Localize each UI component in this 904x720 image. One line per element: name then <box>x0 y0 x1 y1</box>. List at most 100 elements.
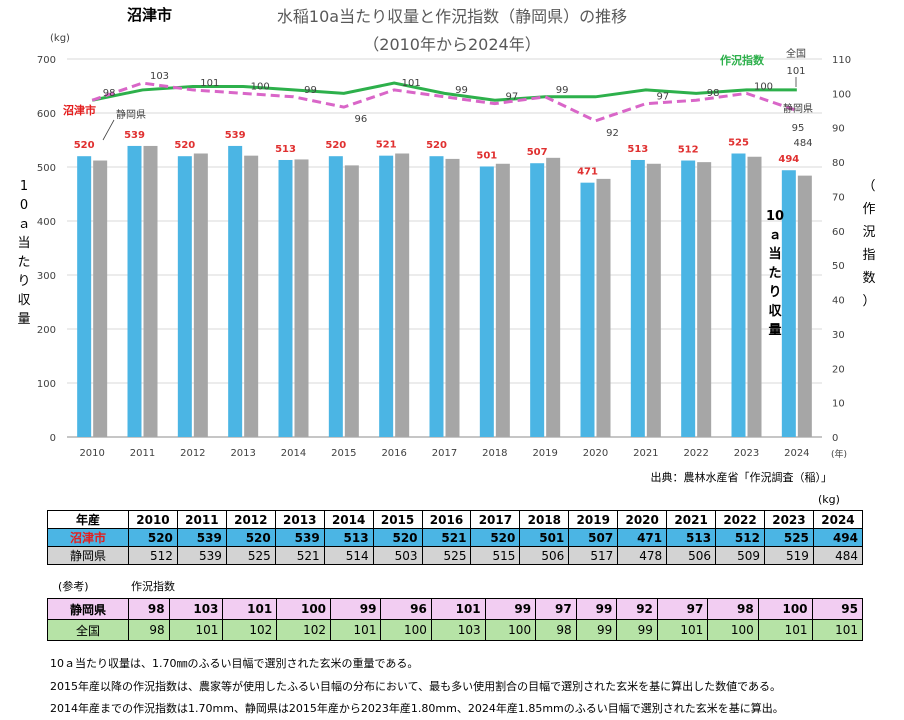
cell-idx-shizuoka-2019: 99 <box>575 598 618 620</box>
right-tick-100: 100 <box>832 89 851 100</box>
bar-label-numazu-2013: 539 <box>225 130 246 141</box>
inside-yield-label-char-1: ａ <box>768 228 781 243</box>
x-tick-2017: 2017 <box>432 448 457 459</box>
reference-label: (参考) <box>58 580 89 593</box>
bar-shizuoka-2012 <box>193 153 208 437</box>
left-tick-700: 700 <box>37 55 56 66</box>
line-national <box>91 81 797 102</box>
bar-label-numazu-2011: 539 <box>124 130 145 141</box>
chart-title: 水稲10a当たり収量と作況指数（静岡県）の推移 <box>277 7 627 26</box>
right-tick-30: 30 <box>832 330 845 341</box>
row-label-idx-national: 全国 <box>47 619 129 641</box>
x-tick-2010: 2010 <box>79 448 104 459</box>
cell-idx-national-2011: 101 <box>168 619 224 641</box>
x-tick-2014: 2014 <box>281 448 306 459</box>
bar-shizuoka-2020 <box>596 178 611 437</box>
bar-numazu-2014 <box>278 159 293 438</box>
cell-idx-shizuoka-2015: 96 <box>380 598 432 620</box>
bar-numazu-2020 <box>580 182 595 437</box>
bar-numazu-2021 <box>630 159 645 438</box>
cell-shizuoka-2011: 539 <box>176 546 227 565</box>
year-header-2018: 2018 <box>519 510 570 529</box>
note-3: 2014年産までの作況指数は1.70mm、静岡県は2015年産から2023年産1… <box>50 702 784 715</box>
inside-yield-label-char-3: た <box>768 266 781 281</box>
bar-shizuoka-2015 <box>344 165 359 437</box>
left-axis-label-char-7: 量 <box>17 312 30 327</box>
cell-idx-shizuoka-2014: 99 <box>330 598 382 620</box>
right-tick-10: 10 <box>832 399 845 410</box>
cell-numazu-2024: 494 <box>812 528 864 547</box>
right-tick-0: 0 <box>832 433 838 444</box>
inside-yield-label-char-5: 収 <box>768 304 782 319</box>
cell-shizuoka-2016: 525 <box>421 546 472 565</box>
x-tick-2013: 2013 <box>230 448 255 459</box>
line-shizuoka-index <box>91 81 798 123</box>
left-axis-label-char-4: た <box>17 255 30 270</box>
bar-label-numazu-2016: 521 <box>376 140 397 151</box>
index-label-2015: 96 <box>354 114 367 125</box>
legend-national-value: 101 <box>786 66 805 77</box>
bar-label-numazu-2012: 520 <box>174 140 195 151</box>
bar-label-numazu-2021: 513 <box>627 144 648 155</box>
year-header-2024: 2024 <box>812 510 864 529</box>
cell-numazu-2016: 521 <box>421 528 472 547</box>
left-unit: (kg) <box>50 33 70 44</box>
bar-shizuoka-2022 <box>697 162 712 437</box>
left-axis-label-char-2: ａ <box>17 217 30 232</box>
legend-shizuoka-leader <box>102 119 115 141</box>
cell-idx-shizuoka-2024: 95 <box>811 598 864 620</box>
cell-idx-national-2012: 102 <box>222 619 278 641</box>
x-tick-2015: 2015 <box>331 448 356 459</box>
x-tick-2021: 2021 <box>633 448 658 459</box>
bar-numazu-2012 <box>177 156 192 437</box>
table-row-shizuoka: 静岡県 512 539 525 521 514 503 525 515 506 517 478 506… <box>47 546 864 565</box>
right-axis-label-char-3: 指 <box>862 248 875 263</box>
cell-numazu-2014: 513 <box>323 528 374 547</box>
bar-shizuoka-2024 <box>797 175 812 437</box>
year-header-2014: 2014 <box>323 510 374 529</box>
cell-idx-national-2019: 99 <box>575 619 618 641</box>
bar-label-numazu-2019: 507 <box>527 147 548 158</box>
cell-numazu-2015: 520 <box>372 528 423 547</box>
x-tick-2018: 2018 <box>482 448 507 459</box>
cell-idx-shizuoka-2020: 92 <box>616 598 658 620</box>
bar-numazu-2011 <box>127 145 142 437</box>
index-row-shizuoka: 静岡県 98 103 101 100 99 96 101 99 97 99 92 97 98 100 95 <box>47 598 864 620</box>
cell-idx-shizuoka-2013: 100 <box>276 598 332 620</box>
bar-label-numazu-2017: 520 <box>426 140 447 151</box>
index-label-2017: 99 <box>455 85 468 96</box>
left-tick-600: 600 <box>37 109 56 120</box>
cell-shizuoka-2019: 517 <box>568 546 619 565</box>
bar-numazu-2023 <box>731 153 746 437</box>
cell-idx-shizuoka-2017: 99 <box>484 598 537 620</box>
left-axis-label: 1 0 ａ当たり収量 <box>17 179 30 327</box>
year-header-2023: 2023 <box>763 510 814 529</box>
bar-label-numazu-2020: 471 <box>577 167 598 178</box>
year-header-2015: 2015 <box>372 510 423 529</box>
bar-numazu-2016 <box>379 155 394 437</box>
table-unit: (kg) <box>818 493 840 506</box>
bars <box>77 145 812 438</box>
cell-numazu-2020: 471 <box>617 528 668 547</box>
bar-shizuoka-2010 <box>93 160 108 437</box>
inside-yield-label-char-6: 量 <box>768 323 781 338</box>
bar-numazu-2010 <box>77 156 92 437</box>
left-axis-label-char-3: 当 <box>17 236 30 251</box>
row-label-numazu: 沼津市 <box>47 528 129 547</box>
bar-label-numazu-2022: 512 <box>678 145 699 156</box>
right-axis-label: （ 作況指数 ） <box>862 179 875 309</box>
x-tick-2012: 2012 <box>180 448 205 459</box>
cell-idx-shizuoka-2018: 97 <box>535 598 577 620</box>
right-tick-90: 90 <box>832 124 845 135</box>
year-header-2019: 2019 <box>568 510 619 529</box>
inside-yield-label-char-4: り <box>768 285 781 300</box>
cell-idx-national-2014: 101 <box>330 619 382 641</box>
bar-numazu-2017 <box>429 156 444 437</box>
index-label-2019: 99 <box>556 85 569 96</box>
source-text: 出典：農林水産省「作況調査（稲）」 <box>651 470 833 484</box>
table-header-row: 年産 2010 2011 2012 2013 2014 2015 2016 2017 2018 2… <box>47 510 864 529</box>
bar-shizuoka-2017 <box>445 158 460 437</box>
bar-label-numazu-2018: 501 <box>476 150 497 161</box>
cell-idx-national-2022: 100 <box>707 619 759 641</box>
cell-shizuoka-2014: 514 <box>323 546 374 565</box>
